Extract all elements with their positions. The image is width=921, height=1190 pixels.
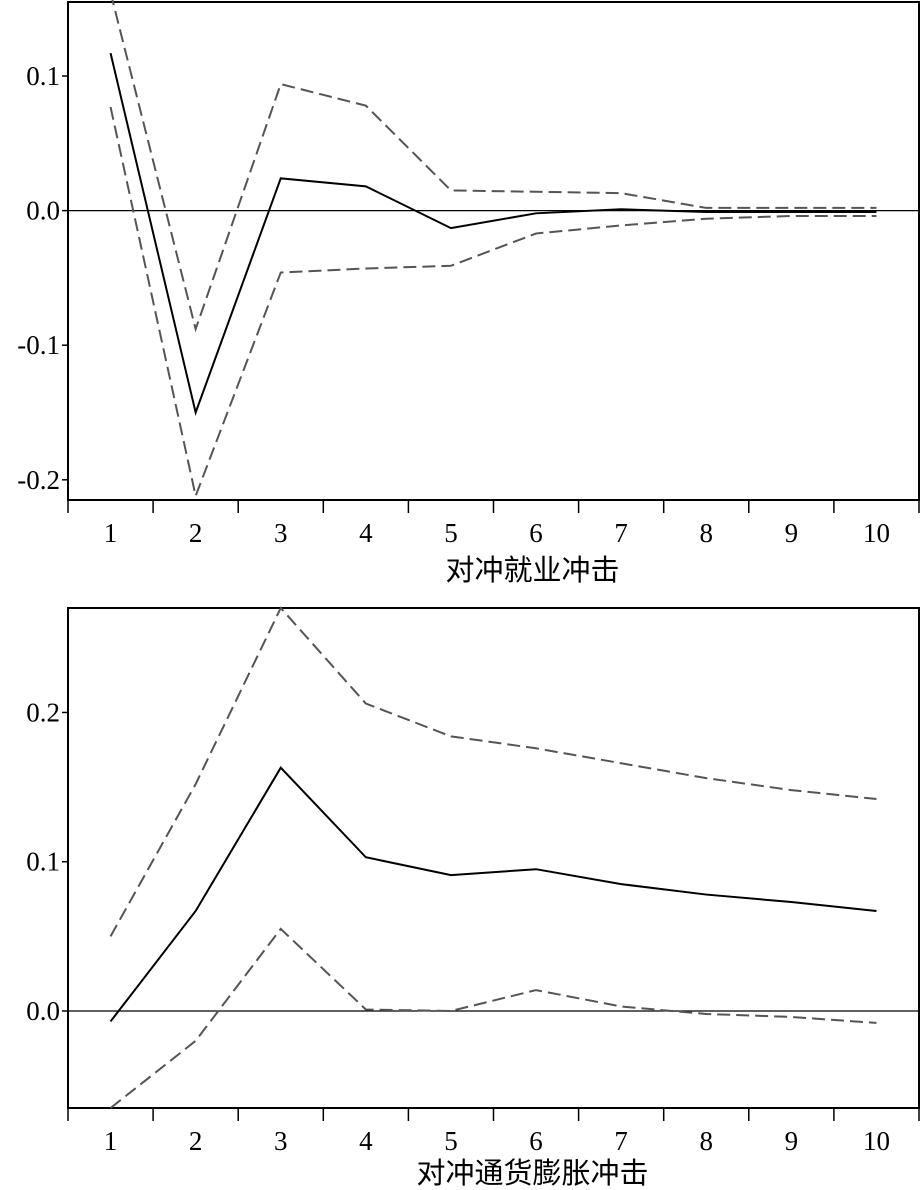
x-axis-label: 对冲就业冲击 (445, 554, 619, 587)
x-tick-label: 7 (614, 1126, 628, 1156)
x-tick-label: 8 (700, 518, 714, 548)
y-tick-label: 0.1 (26, 847, 60, 877)
plot-frame (67, 1, 920, 501)
x-tick-label: 4 (359, 1126, 373, 1156)
x-tick-label: 2 (189, 518, 203, 548)
x-tick-label: 5 (444, 518, 458, 548)
x-tick-label: 7 (614, 518, 628, 548)
y-tick-label: 0.0 (26, 196, 60, 226)
x-tick-label: 9 (785, 1126, 799, 1156)
x-tick-label: 8 (700, 1126, 714, 1156)
x-tick-label: 3 (274, 518, 288, 548)
upper-band-line (109, 606, 877, 937)
x-tick-label: 4 (359, 518, 373, 548)
x-tick-label: 10 (863, 1126, 890, 1156)
x-axis-label: 对冲通货膨胀冲击 (416, 1157, 648, 1190)
y-tick-label: 0.1 (26, 61, 60, 91)
lower-band-line (109, 927, 877, 1109)
x-tick-label: 2 (189, 1126, 203, 1156)
x-tick-label: 9 (785, 518, 799, 548)
x-tick-label: 5 (444, 1126, 458, 1156)
y-tick-label: -0.1 (17, 330, 60, 360)
lower-band-line (109, 106, 877, 500)
x-tick-label: 3 (274, 1126, 288, 1156)
x-tick-label: 6 (529, 1126, 543, 1156)
x-tick-label: 10 (863, 518, 890, 548)
x-tick-label: 1 (104, 1126, 118, 1156)
panel-employment-shock: -0.2 -0.1 0.0 0.1 1 2 3 4 5 6 7 8 9 10 对冲就业冲击 (17, 0, 920, 587)
plot-frame (67, 607, 920, 1109)
irf-line (109, 52, 877, 416)
x-tick-label: 1 (104, 518, 118, 548)
panel-inflation-shock: 0.0 0.1 0.2 1 2 3 4 5 6 7 8 9 10 对冲通货膨胀冲击 (26, 606, 920, 1190)
y-tick-label: 0.0 (26, 996, 60, 1026)
y-tick-label: -0.2 (17, 465, 60, 495)
x-tick-label: 6 (529, 518, 543, 548)
upper-band-line (111, 0, 877, 333)
irf-line (109, 766, 877, 1023)
y-tick-label: 0.2 (26, 697, 60, 727)
